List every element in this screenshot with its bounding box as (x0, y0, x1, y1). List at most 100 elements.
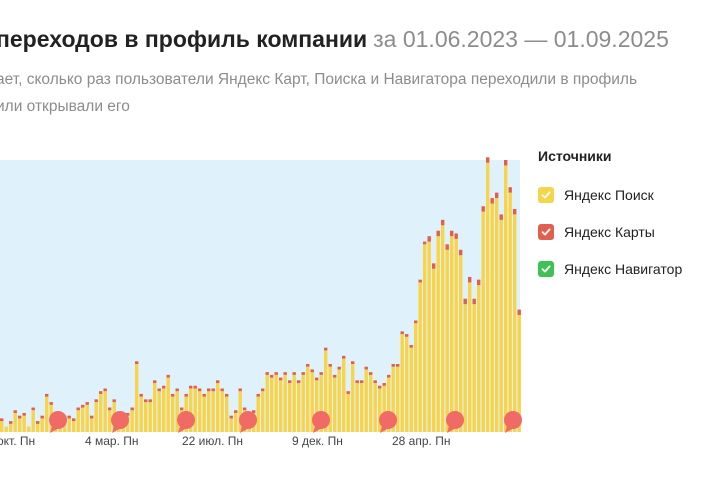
bar-segment-maps[interactable] (297, 380, 301, 384)
bar-segment-search[interactable] (108, 410, 112, 432)
bar-segment-search[interactable] (477, 285, 481, 432)
bar-segment-maps[interactable] (301, 372, 305, 375)
bar-segment-maps[interactable] (517, 309, 521, 316)
bar-segment-search[interactable] (445, 249, 449, 432)
bar-segment-search[interactable] (211, 391, 215, 432)
bar-segment-maps[interactable] (171, 393, 175, 397)
bar-segment-maps[interactable] (382, 383, 386, 386)
bar-segment-search[interactable] (202, 396, 206, 432)
bar-segment-maps[interactable] (162, 385, 166, 389)
bar-segment-search[interactable] (234, 412, 238, 432)
bar-segment-maps[interactable] (414, 320, 418, 324)
bar-segment-search[interactable] (499, 219, 503, 432)
bar-segment-maps[interactable] (225, 393, 229, 397)
bar-segment-search[interactable] (22, 415, 26, 432)
bar-segment-search[interactable] (216, 383, 220, 432)
bar-segment-maps[interactable] (472, 298, 476, 305)
bar-segment-search[interactable] (369, 374, 373, 432)
bar-segment-search[interactable] (148, 402, 152, 432)
bar-segment-search[interactable] (90, 418, 94, 432)
bar-segment-search[interactable] (301, 374, 305, 432)
bar-segment-search[interactable] (166, 377, 170, 432)
bar-segment-maps[interactable] (499, 214, 503, 220)
bar-segment-maps[interactable] (99, 391, 103, 394)
bar-segment-maps[interactable] (94, 399, 98, 403)
bar-segment-search[interactable] (162, 388, 166, 432)
bar-segment-maps[interactable] (454, 233, 458, 239)
bar-segment-maps[interactable] (189, 385, 193, 389)
bar-segment-maps[interactable] (418, 279, 422, 283)
bar-segment-maps[interactable] (31, 407, 35, 411)
bar-segment-maps[interactable] (342, 355, 346, 359)
bar-segment-maps[interactable] (207, 388, 211, 392)
bar-segment-maps[interactable] (175, 388, 179, 392)
bar-segment-search[interactable] (436, 236, 440, 432)
bar-segment-maps[interactable] (90, 415, 94, 419)
bar-segment-maps[interactable] (166, 374, 170, 378)
bar-segment-search[interactable] (67, 418, 71, 432)
bar-segment-maps[interactable] (409, 344, 413, 348)
bar-segment-search[interactable] (328, 366, 332, 432)
bar-segment-search[interactable] (135, 364, 139, 432)
bar-segment-maps[interactable] (450, 230, 454, 237)
bar-segment-maps[interactable] (22, 412, 26, 416)
bar-segment-search[interactable] (432, 268, 436, 432)
bar-segment-search[interactable] (238, 391, 242, 432)
bar-segment-maps[interactable] (211, 388, 215, 392)
bar-segment-maps[interactable] (355, 380, 359, 384)
bar-segment-maps[interactable] (265, 372, 269, 375)
bar-segment-maps[interactable] (328, 364, 332, 367)
bar-segment-search[interactable] (387, 377, 391, 432)
bar-segment-maps[interactable] (0, 418, 4, 422)
bar-segment-search[interactable] (373, 383, 377, 432)
bar-segment-search[interactable] (40, 418, 44, 432)
bar-segment-search[interactable] (297, 383, 301, 432)
bar-segment-maps[interactable] (486, 157, 490, 163)
bar-segment-search[interactable] (423, 244, 427, 432)
bar-segment-search[interactable] (400, 334, 404, 432)
bar-segment-maps[interactable] (459, 249, 463, 256)
bar-segment-search[interactable] (310, 372, 314, 432)
bar-segment-maps[interactable] (490, 198, 494, 204)
event-marker-pin-icon[interactable] (446, 411, 464, 433)
bar-segment-maps[interactable] (13, 410, 17, 413)
bar-segment-maps[interactable] (279, 377, 283, 381)
bar-segment-search[interactable] (256, 396, 260, 432)
bar-segment-search[interactable] (157, 391, 161, 432)
checkbox-checked-icon[interactable] (538, 187, 554, 203)
event-marker-pin-icon[interactable] (111, 411, 129, 433)
bar-segment-search[interactable] (351, 364, 355, 432)
bar-segment-maps[interactable] (405, 334, 409, 337)
bar-segment-maps[interactable] (85, 402, 89, 405)
bar-segment-search[interactable] (229, 418, 233, 432)
bar-segment-maps[interactable] (427, 236, 431, 242)
bar-segment-search[interactable] (472, 304, 476, 432)
event-marker-pin-icon[interactable] (239, 411, 257, 433)
bar-segment-search[interactable] (270, 377, 274, 432)
bar-segment-search[interactable] (342, 358, 346, 432)
bar-segment-search[interactable] (220, 391, 224, 432)
bar-segment-maps[interactable] (324, 347, 328, 351)
bar-segment-maps[interactable] (445, 244, 449, 250)
bar-segment-search[interactable] (36, 423, 40, 432)
bar-segment-search[interactable] (382, 385, 386, 432)
bar-segment-maps[interactable] (157, 388, 161, 392)
bar-segment-search[interactable] (9, 423, 13, 432)
event-marker-pin-icon[interactable] (177, 411, 195, 433)
bar-segment-search[interactable] (130, 410, 134, 432)
bar-segment-maps[interactable] (391, 364, 395, 367)
bar-segment-maps[interactable] (387, 374, 391, 378)
bar-segment-maps[interactable] (243, 407, 247, 411)
bar-segment-maps[interactable] (252, 410, 256, 413)
bar-segment-search[interactable] (85, 404, 89, 432)
bar-segment-search[interactable] (319, 374, 323, 432)
bar-segment-maps[interactable] (234, 410, 238, 413)
bar-segment-search[interactable] (94, 402, 98, 432)
bar-segment-search[interactable] (405, 336, 409, 432)
bar-segment-search[interactable] (144, 402, 148, 432)
bar-segment-maps[interactable] (261, 388, 265, 392)
bar-segment-maps[interactable] (126, 412, 130, 416)
bar-segment-search[interactable] (454, 238, 458, 432)
bar-segment-maps[interactable] (468, 276, 472, 283)
bar-segment-maps[interactable] (396, 364, 400, 367)
